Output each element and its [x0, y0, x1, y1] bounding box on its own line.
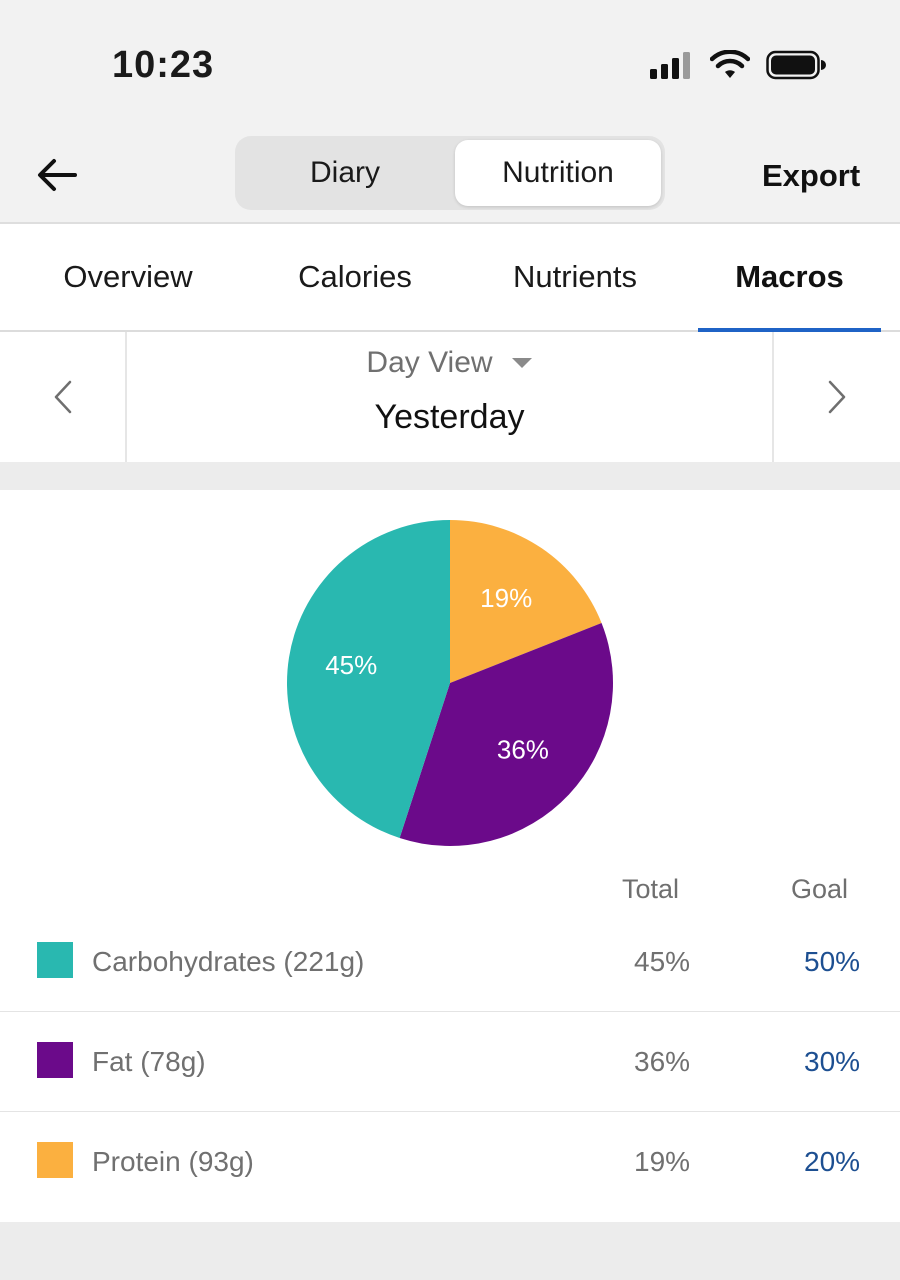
macro-total: 36% [634, 1046, 691, 1077]
tab-macros[interactable]: Macros [735, 259, 844, 294]
goal-column-header: Goal [791, 874, 849, 904]
back-button[interactable] [34, 152, 80, 198]
pie-slice-fat [399, 622, 613, 846]
pie-slice-label-protein: 19% [480, 583, 532, 613]
active-tab-indicator [698, 328, 881, 333]
pie-slice-carbohydrates [287, 520, 450, 839]
macro-row-carbohydrates: Carbohydrates (221g) 45% 50% [0, 912, 900, 1012]
pie-slice-protein [450, 520, 602, 683]
chevron-right-icon [828, 380, 846, 414]
selected-date-label: Yesterday [374, 398, 525, 436]
date-picker[interactable]: Day View Yesterday [127, 332, 772, 462]
tab-overview[interactable]: Overview [63, 259, 193, 294]
macros-card: 19% 36% 45% Total Goal Carbohydrates (221g… [0, 490, 900, 1222]
nav-header: Diary Nutrition Export [0, 120, 900, 224]
status-time: 10:23 [112, 44, 215, 86]
tab-calories[interactable]: Calories [298, 259, 412, 294]
tab-bar: Overview Calories Nutrients Macros [0, 224, 900, 333]
macro-goal[interactable]: 20% [804, 1146, 861, 1177]
status-icons [650, 50, 826, 80]
arrow-left-icon [38, 159, 77, 191]
view-mode-dropdown[interactable]: Day View [127, 346, 772, 380]
chevron-left-icon [54, 380, 71, 414]
total-column-header: Total [622, 874, 680, 904]
diary-nutrition-segmented-control: Diary Nutrition [235, 136, 665, 210]
pie-slice-label-fat: 36% [497, 734, 549, 764]
tab-nutrients[interactable]: Nutrients [512, 259, 638, 294]
macro-total: 19% [634, 1146, 691, 1177]
signal-icon [650, 52, 690, 79]
bottom-divider [0, 1222, 900, 1280]
date-selector: Day View Yesterday [0, 332, 900, 462]
macro-total: 45% [634, 946, 691, 977]
macro-name: Protein (93g) [92, 1146, 254, 1177]
macro-row-fat: Fat (78g) 36% 30% [0, 1012, 900, 1112]
fat-color-swatch [37, 1042, 73, 1078]
macro-name: Carbohydrates (221g) [92, 946, 365, 977]
caret-down-icon [511, 358, 532, 368]
wifi-icon [710, 50, 750, 78]
macro-goal[interactable]: 50% [804, 946, 861, 977]
macro-row-protein: Protein (93g) 19% 20% [0, 1112, 900, 1212]
status-bar: 10:23 [0, 0, 900, 120]
battery-icon [766, 50, 826, 80]
pie-slice-label-carbohydrates: 45% [325, 650, 377, 680]
segment-nutrition[interactable]: Nutrition [455, 140, 661, 206]
next-day-button[interactable] [772, 332, 900, 462]
macro-goal[interactable]: 30% [804, 1046, 861, 1077]
carbohydrates-color-swatch [37, 942, 73, 978]
pie-chart-svg: 19% 36% 45% [287, 520, 613, 846]
view-mode-label: Day View [366, 346, 493, 379]
protein-color-swatch [37, 1142, 73, 1178]
export-button[interactable]: Export [762, 158, 861, 193]
segment-diary[interactable]: Diary [309, 156, 380, 189]
macro-name: Fat (78g) [92, 1046, 206, 1077]
previous-day-button[interactable] [0, 332, 127, 462]
section-divider [0, 462, 900, 490]
macros-pie-chart: 19% 36% 45% [285, 518, 615, 848]
